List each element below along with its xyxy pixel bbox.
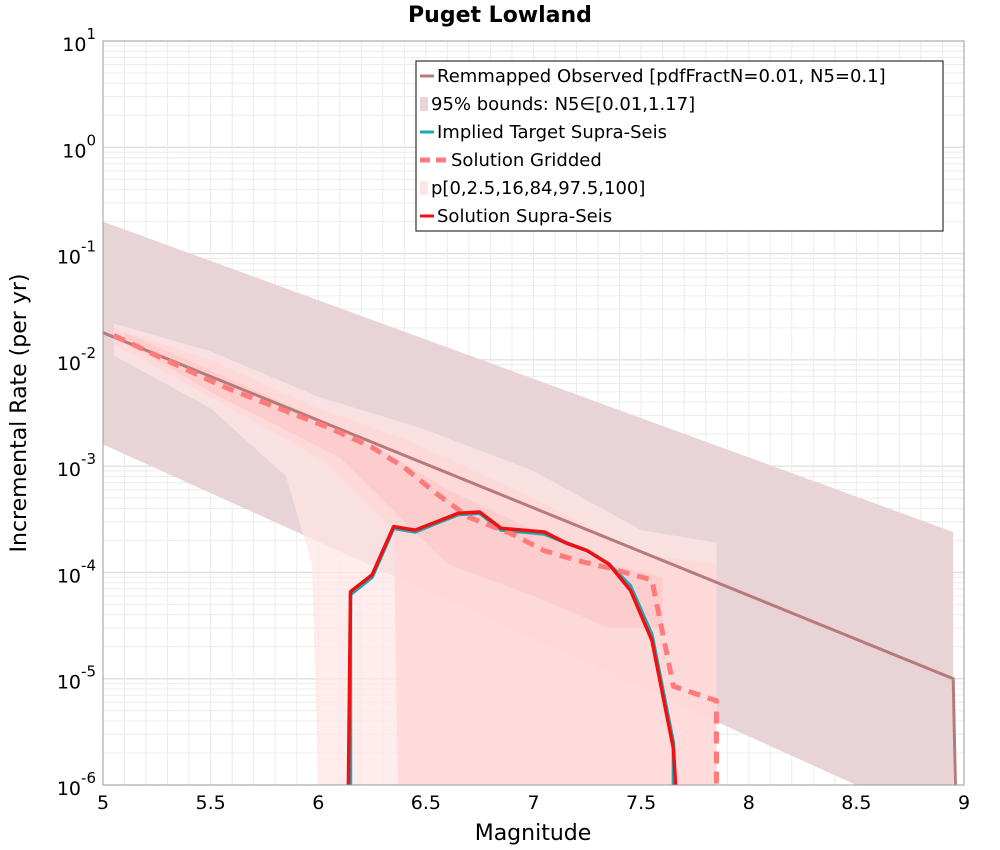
y-tick-label: 10-3 [57,450,96,481]
legend-label: Implied Target Supra-Seis [437,122,667,143]
y-tick-label: 10-6 [57,769,96,800]
x-tick-label: 8 [743,792,755,814]
tick-layer: 5 5.5 6 6.5 7 7.5 8 8.5 9 101 100 10-1 10-2 10-3 10-4 1… [57,25,970,814]
x-tick-label: 6 [312,792,324,814]
x-tick-label: 5.5 [196,792,226,814]
legend-item: p[0,2.5,16,84,97.5,100] [420,178,645,199]
legend-swatch [420,97,428,111]
legend-box [415,60,944,232]
y-tick-label: 10-1 [57,238,96,269]
band-2 [113,327,717,785]
x-tick-label: 5 [97,792,109,814]
legend-label: Remmapped Observed [pdfFractN=0.01, N5=0… [437,66,886,87]
x-tick-label: 8.5 [841,792,871,814]
legend-swatch [420,181,428,195]
x-axis-label: Magnitude [475,821,592,846]
series-line-3 [346,510,678,786]
legend-label: Solution Gridded [451,150,602,171]
series-layer [102,331,957,786]
x-tick-label: 6.5 [411,792,441,814]
x-tick-label: 7.5 [626,792,656,814]
legend-item: Solution Supra-Seis [420,206,612,227]
legend-item: 95% bounds: N5∈[0.01,1.17] [420,94,695,115]
legend: Remmapped Observed [pdfFractN=0.01, N5=0… [415,60,944,232]
legend-label: Solution Supra-Seis [437,206,612,227]
legend-item: Implied Target Supra-Seis [420,122,667,143]
y-axis-label: Incremental Rate (per yr) [7,274,32,553]
legend-item: Solution Gridded [420,150,602,171]
series-line-2 [112,333,719,785]
legend-item: Remmapped Observed [pdfFractN=0.01, N5=0… [420,66,886,87]
legend-label: 95% bounds: N5∈[0.01,1.17] [431,94,695,115]
legend-label: p[0,2.5,16,84,97.5,100] [431,178,645,199]
x-tick-label: 7 [527,792,539,814]
band-3 [124,332,663,628]
band-layer [103,221,954,786]
x-tick-label: 9 [958,792,970,814]
y-tick-label: 101 [62,25,96,56]
y-tick-label: 100 [62,131,96,162]
chart-title: Puget Lowland [408,3,592,28]
y-tick-label: 10-5 [57,663,96,694]
series-line-0 [102,331,957,786]
y-tick-label: 10-2 [57,344,96,375]
y-tick-label: 10-4 [57,556,96,587]
plot-frame [102,40,965,786]
